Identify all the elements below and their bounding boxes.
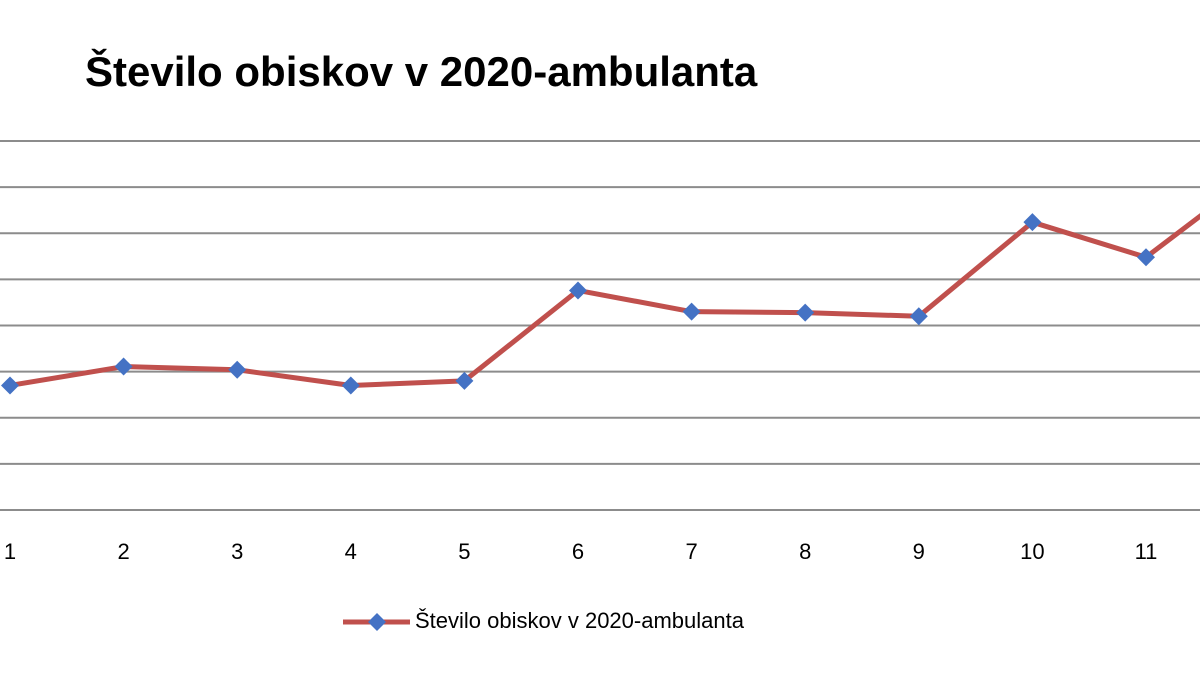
x-tick-label: 1 [4, 539, 16, 564]
x-tick-label: 2 [117, 539, 129, 564]
x-tick-label: 9 [913, 539, 925, 564]
point-marker [1137, 248, 1155, 267]
point-marker [228, 360, 247, 379]
point-marker [114, 357, 133, 376]
x-tick-label: 8 [799, 539, 811, 564]
x-tick-label: 6 [572, 539, 584, 564]
point-marker [909, 307, 928, 326]
point-marker [341, 376, 360, 395]
point-marker [682, 302, 701, 321]
point-marker [569, 281, 587, 300]
legend-marker [368, 613, 386, 631]
series-line [9, 213, 1200, 388]
point-marker [1, 376, 19, 395]
x-tick-label: 11 [1135, 539, 1158, 564]
x-tick-label: 4 [345, 539, 357, 564]
x-tick-label: 5 [458, 539, 470, 564]
x-tick-label: 10 [1020, 539, 1044, 564]
legend-label: Število obiskov v 2020-ambulanta [415, 608, 745, 633]
chart-title: Število obiskov v 2020-ambulanta [85, 47, 758, 95]
point-marker [1023, 213, 1042, 232]
x-tick-label: 3 [231, 539, 243, 564]
point-marker [796, 303, 815, 322]
x-tick-label: 7 [685, 539, 697, 564]
point-marker [455, 371, 474, 390]
